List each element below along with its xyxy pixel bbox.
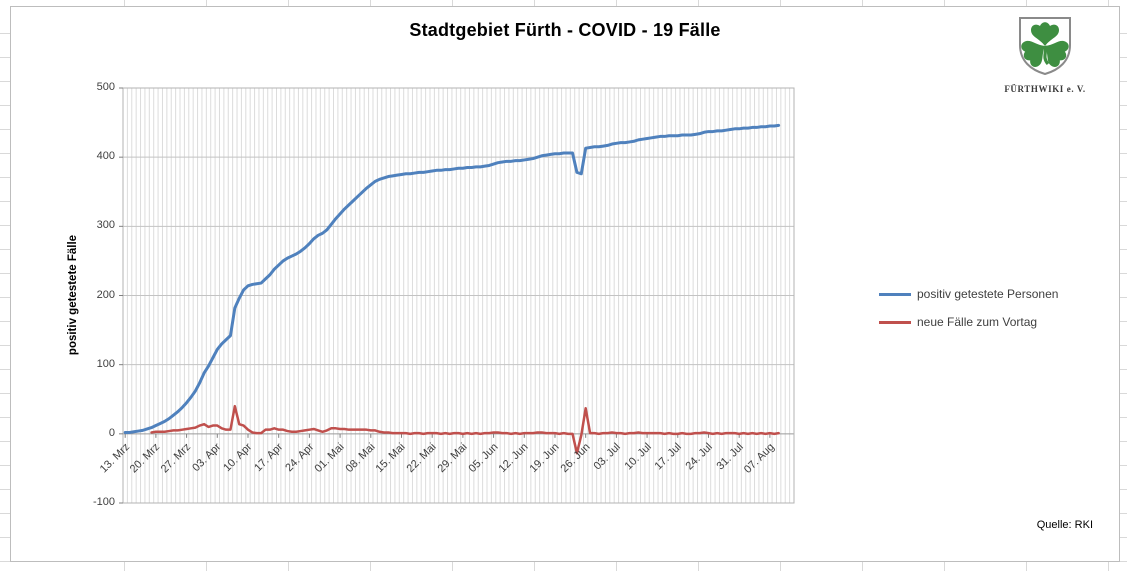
chart-canvas[interactable]: Stadtgebiet Fürth - COVID - 19 Fälle FÜR…	[10, 6, 1120, 562]
legend: positiv getestete Personen neue Fälle zu…	[879, 287, 1058, 343]
plot-area	[119, 87, 795, 504]
logo-caption: FÜRTHWIKI e. V.	[1004, 84, 1086, 94]
legend-label: positiv getestete Personen	[917, 287, 1059, 301]
source-note: Quelle: RKI	[1036, 519, 1093, 531]
legend-item-positive-tested[interactable]: positiv getestete Personen	[879, 287, 1058, 301]
legend-line-sample-blue	[879, 292, 911, 296]
legend-item-new-cases[interactable]: neue Fälle zum Vortag	[879, 315, 1058, 329]
furthwiki-logo: FÜRTHWIKI e. V.	[997, 15, 1093, 94]
y-axis-label: 100	[96, 357, 115, 370]
y-axis-label: 0	[108, 426, 115, 439]
clover-shield-icon	[1019, 17, 1071, 76]
y-axis-label: -100	[92, 496, 115, 508]
y-axis-label: 400	[96, 150, 115, 163]
series-line-positive-tested	[123, 123, 781, 434]
legend-label: neue Fälle zum Vortag	[917, 315, 1038, 329]
chart-title: Stadtgebiet Fürth - COVID - 19 Fälle	[409, 20, 721, 40]
series-line-new-cases	[150, 404, 780, 455]
legend-line-sample-red	[879, 320, 911, 324]
y-axis-label: 300	[96, 219, 115, 232]
y-axis-label: 200	[96, 288, 115, 301]
y-axis-label: 500	[96, 81, 115, 93]
